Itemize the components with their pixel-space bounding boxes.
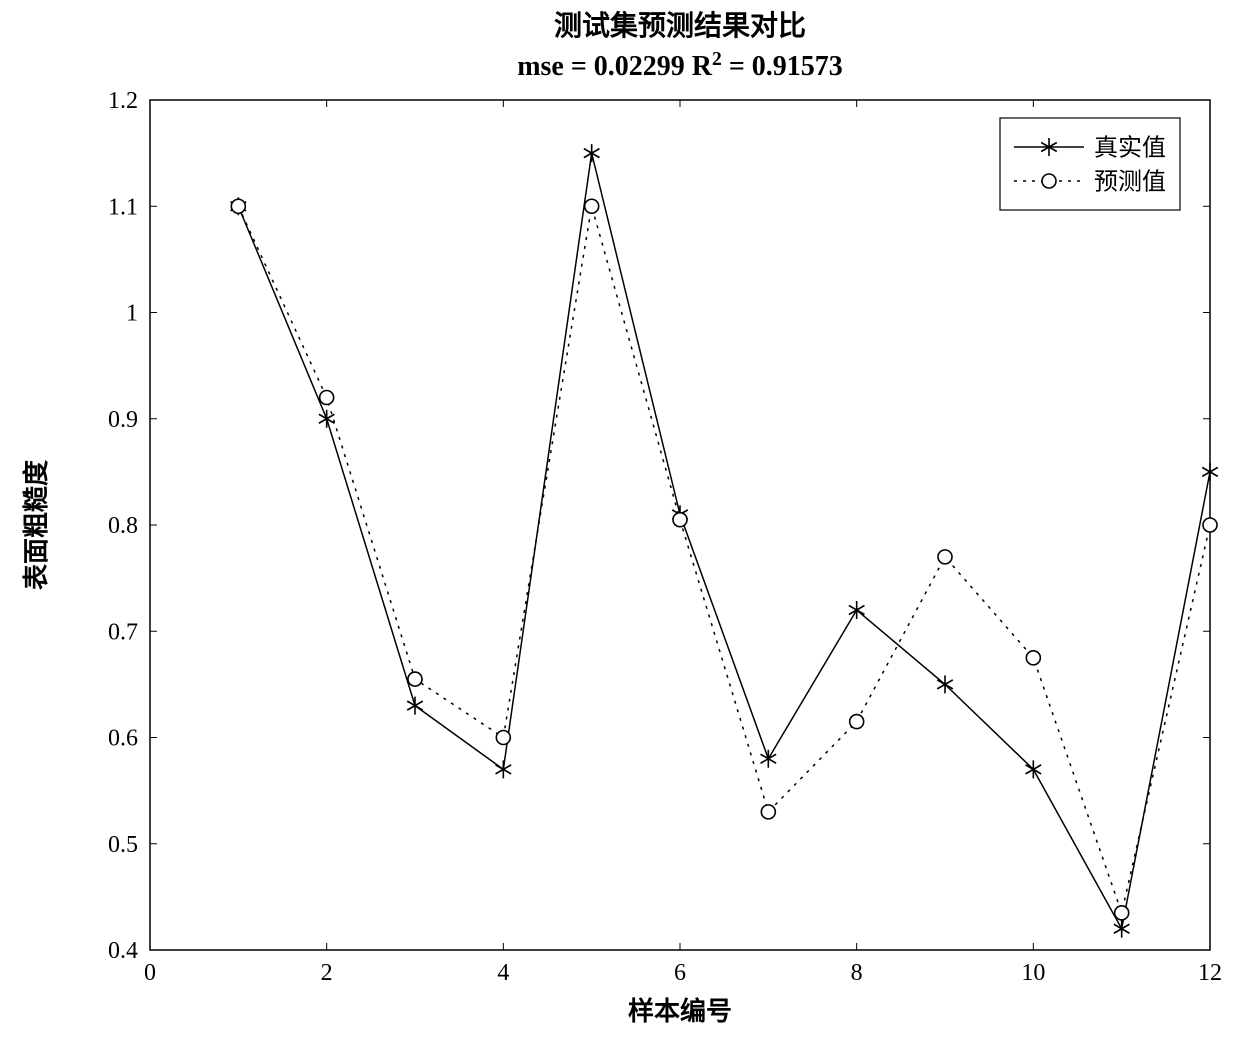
y-axis-label: 表面粗糙度: [21, 460, 51, 590]
x-tick-label: 8: [851, 960, 863, 986]
x-tick-label: 0: [144, 960, 156, 986]
chart-container: 0 2 4 6 8 10 12 0.4 0.5 0.6 0.7 0.8 0.9 1 1.1 1.2 测试集预测结…: [0, 0, 1240, 1052]
y-tick-label: 0.4: [108, 938, 138, 964]
legend: 真实值预测值: [1000, 118, 1180, 210]
x-tick-label: 12: [1198, 960, 1222, 986]
chart-svg: 0 2 4 6 8 10 12 0.4 0.5 0.6 0.7 0.8 0.9 1 1.1 1.2 测试集预测结…: [0, 0, 1240, 1052]
y-tick-label: 0.6: [108, 726, 138, 752]
y-tick-label: 1.1: [108, 194, 138, 220]
x-tick-label: 2: [321, 960, 333, 986]
x-tick-label: 6: [674, 960, 686, 986]
x-tick-label: 4: [497, 960, 509, 986]
y-tick-label: 0.8: [108, 513, 138, 539]
y-tick-label: 0.9: [108, 407, 138, 433]
legend-item-label: 真实值: [1094, 134, 1166, 161]
y-tick-label: 0.7: [108, 619, 138, 645]
legend-item-label: 预测值: [1094, 168, 1166, 195]
x-tick-label: 10: [1021, 960, 1045, 986]
y-tick-label: 0.5: [108, 832, 138, 858]
y-tick-label: 1: [126, 301, 138, 327]
y-tick-label: 1.2: [108, 88, 138, 114]
chart-title-line2: mse = 0.02299 R2 = 0.91573: [517, 49, 843, 83]
chart-title-line1: 测试集预测结果对比: [554, 10, 806, 42]
x-axis-label: 样本编号: [628, 996, 732, 1026]
